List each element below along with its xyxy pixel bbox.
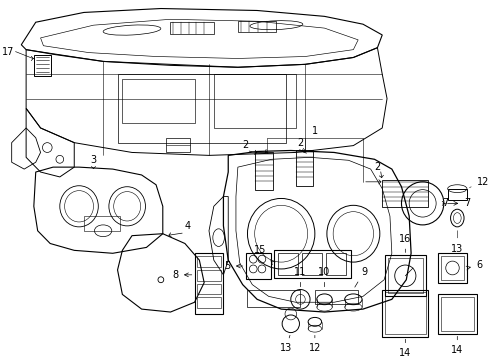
- Bar: [122, 79, 195, 123]
- Text: 11: 11: [294, 267, 307, 287]
- Bar: [278, 253, 297, 275]
- Bar: [441, 256, 464, 280]
- Text: 2: 2: [243, 140, 249, 149]
- Bar: [247, 289, 300, 307]
- Bar: [315, 289, 358, 304]
- Bar: [388, 258, 423, 293]
- Bar: [385, 292, 425, 334]
- Bar: [197, 297, 220, 308]
- Text: 9: 9: [355, 267, 367, 287]
- Text: 3: 3: [91, 155, 97, 165]
- Bar: [385, 255, 425, 296]
- Bar: [326, 253, 345, 275]
- Bar: [197, 256, 220, 267]
- Bar: [382, 289, 428, 337]
- Text: 12: 12: [469, 177, 489, 188]
- Bar: [197, 284, 220, 294]
- Bar: [448, 189, 467, 201]
- Text: 13: 13: [280, 335, 292, 354]
- Bar: [295, 150, 313, 186]
- Bar: [171, 22, 214, 34]
- Text: 10: 10: [318, 267, 331, 287]
- Bar: [274, 250, 351, 278]
- Bar: [84, 216, 121, 231]
- Bar: [382, 180, 428, 207]
- Text: 2: 2: [374, 162, 380, 172]
- Text: 17: 17: [2, 46, 15, 57]
- Bar: [255, 152, 272, 190]
- Text: 1: 1: [312, 126, 318, 136]
- Bar: [438, 294, 477, 334]
- Text: 12: 12: [309, 336, 321, 354]
- Text: 8: 8: [172, 270, 192, 280]
- Text: 13: 13: [451, 231, 464, 253]
- Text: 16: 16: [399, 234, 412, 252]
- Bar: [438, 253, 467, 283]
- Bar: [166, 138, 190, 152]
- Text: 2: 2: [297, 138, 303, 148]
- Bar: [195, 253, 223, 314]
- Text: 7: 7: [442, 198, 449, 208]
- Bar: [214, 74, 295, 128]
- Bar: [238, 21, 276, 32]
- Text: 4: 4: [185, 221, 191, 231]
- Text: 14: 14: [399, 339, 412, 358]
- Bar: [34, 55, 51, 76]
- Bar: [302, 253, 321, 275]
- Text: 6: 6: [466, 260, 483, 270]
- Bar: [245, 253, 270, 279]
- Text: 15: 15: [254, 246, 275, 265]
- Bar: [441, 297, 474, 330]
- Text: 5: 5: [224, 261, 243, 271]
- Bar: [197, 270, 220, 281]
- Text: 7: 7: [447, 198, 470, 208]
- Text: 14: 14: [451, 336, 464, 355]
- Bar: [118, 74, 286, 143]
